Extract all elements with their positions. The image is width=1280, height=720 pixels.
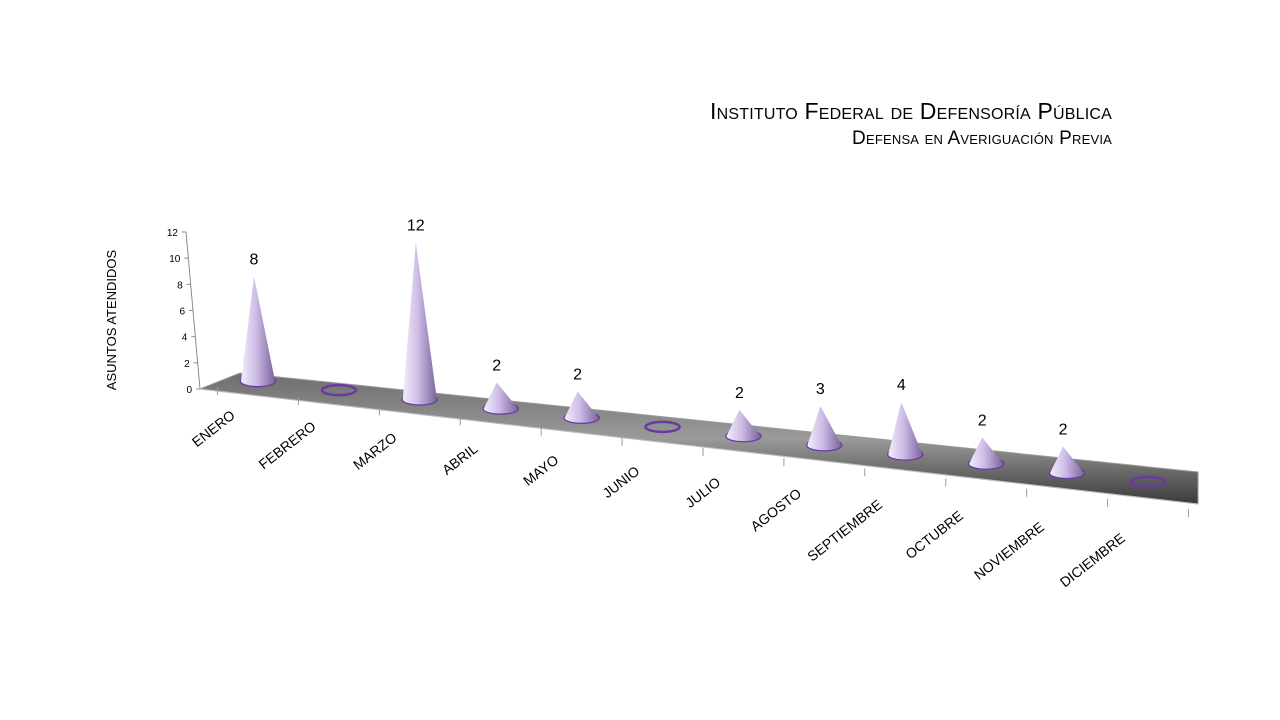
cone-body xyxy=(1050,446,1085,478)
x-tick-label: DICIEMBRE xyxy=(1057,530,1128,591)
y-axis-label: ASUNTOS ATENDIDOS xyxy=(104,249,119,390)
data-label: 3 xyxy=(816,381,825,398)
cone-body xyxy=(402,242,437,405)
cone-series xyxy=(239,242,1167,489)
cone-mark xyxy=(1048,446,1086,480)
cone-body xyxy=(726,409,761,442)
cone-mark xyxy=(482,382,519,415)
x-tick-label: ABRIL xyxy=(439,440,481,478)
cone-body xyxy=(969,437,1004,469)
x-tick-label: MAYO xyxy=(520,451,562,488)
cone-mark xyxy=(887,402,924,461)
cone-body xyxy=(564,391,599,423)
data-label: 4 xyxy=(897,377,906,394)
data-label: 2 xyxy=(573,367,582,384)
cone-mark xyxy=(725,409,762,443)
cone-body xyxy=(241,276,275,386)
cone-body xyxy=(807,406,842,451)
y-tick-label: 10 xyxy=(169,254,181,265)
data-labels: 8 12 2 2 2 3 4 2 2 xyxy=(250,217,1068,438)
cone-base-ring xyxy=(644,420,681,434)
x-tick-label: SEPTIEMBRE xyxy=(804,496,885,564)
cone-mark xyxy=(563,391,600,424)
cone-mark xyxy=(320,383,358,397)
y-tick-label: 12 xyxy=(167,228,179,239)
y-tick-label: 0 xyxy=(186,385,192,396)
cone-base-ring xyxy=(1129,475,1167,489)
x-tick-label: AGOSTO xyxy=(747,485,804,534)
data-label: 2 xyxy=(1059,422,1068,439)
x-tick-label: JUNIO xyxy=(599,463,642,502)
y-tick-label: 6 xyxy=(179,307,185,318)
data-label: 2 xyxy=(492,357,501,374)
y-tick-labels: 0 2 4 6 8 10 12 xyxy=(167,228,200,396)
data-label: 2 xyxy=(978,412,987,429)
x-tick-label: ENERO xyxy=(189,407,238,450)
x-tick-label: OCTUBRE xyxy=(902,507,966,562)
x-tick-label: JULIO xyxy=(682,474,723,511)
chart-subtitle: Defensa en Averiguación Previa xyxy=(852,128,1112,149)
cone-body xyxy=(888,402,923,460)
x-tick-label: MARZO xyxy=(350,429,400,473)
cone-body xyxy=(483,382,518,414)
data-label: 8 xyxy=(250,251,259,268)
x-tick-label: FEBRERO xyxy=(256,418,319,472)
cone-base-ring xyxy=(320,383,358,397)
x-tick-label: NOVIEMBRE xyxy=(971,519,1047,583)
y-tick-label: 8 xyxy=(177,280,183,291)
cone-mark xyxy=(967,437,1005,470)
y-tick-label: 2 xyxy=(184,359,190,370)
data-label: 2 xyxy=(735,385,744,402)
chart-floor xyxy=(199,372,1199,518)
cone-mark xyxy=(239,276,277,388)
cone-mark xyxy=(401,242,439,406)
cone-mark xyxy=(1129,475,1167,489)
floor-front-edge xyxy=(199,388,1199,505)
y-tick-label: 4 xyxy=(182,333,188,344)
cone-mark xyxy=(806,406,843,452)
data-label: 12 xyxy=(407,217,425,234)
chart-title: Instituto Federal de Defensoría Pública xyxy=(710,98,1112,124)
cone-mark xyxy=(644,420,681,434)
